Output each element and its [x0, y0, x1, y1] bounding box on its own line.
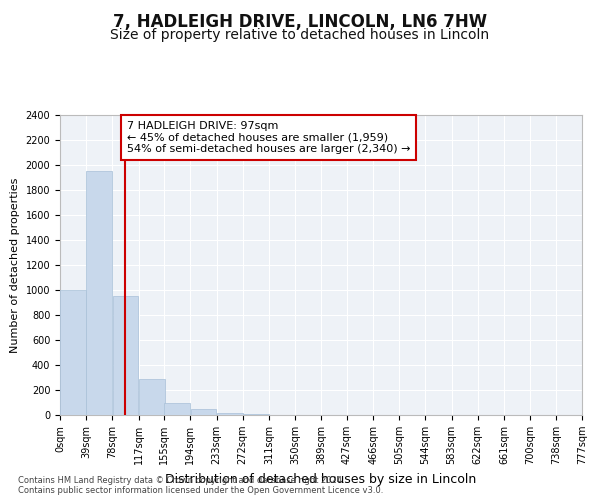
Bar — [243, 414, 269, 415]
Text: Contains HM Land Registry data © Crown copyright and database right 2024.
Contai: Contains HM Land Registry data © Crown c… — [18, 476, 383, 495]
Bar — [60, 290, 86, 415]
Bar — [164, 402, 190, 415]
Bar — [86, 171, 112, 415]
Bar — [139, 379, 164, 415]
Bar — [113, 296, 139, 415]
Y-axis label: Number of detached properties: Number of detached properties — [10, 178, 20, 352]
Text: 7 HADLEIGH DRIVE: 97sqm
← 45% of detached houses are smaller (1,959)
54% of semi: 7 HADLEIGH DRIVE: 97sqm ← 45% of detache… — [127, 121, 410, 154]
Text: Size of property relative to detached houses in Lincoln: Size of property relative to detached ho… — [110, 28, 490, 42]
Bar — [191, 410, 217, 415]
Text: 7, HADLEIGH DRIVE, LINCOLN, LN6 7HW: 7, HADLEIGH DRIVE, LINCOLN, LN6 7HW — [113, 12, 487, 30]
X-axis label: Distribution of detached houses by size in Lincoln: Distribution of detached houses by size … — [166, 472, 476, 486]
Bar — [217, 412, 242, 415]
